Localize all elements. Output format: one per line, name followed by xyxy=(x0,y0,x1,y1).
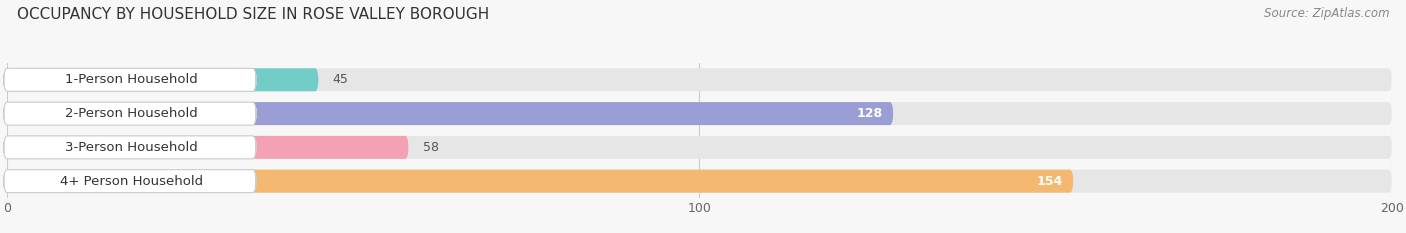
FancyBboxPatch shape xyxy=(4,102,256,125)
FancyBboxPatch shape xyxy=(4,170,256,193)
Text: 1-Person Household: 1-Person Household xyxy=(65,73,198,86)
Text: 58: 58 xyxy=(423,141,439,154)
FancyBboxPatch shape xyxy=(7,102,893,125)
FancyBboxPatch shape xyxy=(7,136,409,159)
FancyBboxPatch shape xyxy=(7,170,1073,193)
Text: 45: 45 xyxy=(332,73,349,86)
Text: 2-Person Household: 2-Person Household xyxy=(65,107,198,120)
FancyBboxPatch shape xyxy=(4,136,256,159)
Text: 4+ Person Household: 4+ Person Household xyxy=(60,175,204,188)
FancyBboxPatch shape xyxy=(7,170,1392,193)
FancyBboxPatch shape xyxy=(4,68,256,91)
FancyBboxPatch shape xyxy=(7,102,1392,125)
Text: OCCUPANCY BY HOUSEHOLD SIZE IN ROSE VALLEY BOROUGH: OCCUPANCY BY HOUSEHOLD SIZE IN ROSE VALL… xyxy=(17,7,489,22)
FancyBboxPatch shape xyxy=(7,68,1392,91)
Text: Source: ZipAtlas.com: Source: ZipAtlas.com xyxy=(1264,7,1389,20)
Text: 154: 154 xyxy=(1036,175,1063,188)
FancyBboxPatch shape xyxy=(7,68,319,91)
FancyBboxPatch shape xyxy=(7,136,1392,159)
Text: 128: 128 xyxy=(856,107,883,120)
Text: 3-Person Household: 3-Person Household xyxy=(65,141,198,154)
